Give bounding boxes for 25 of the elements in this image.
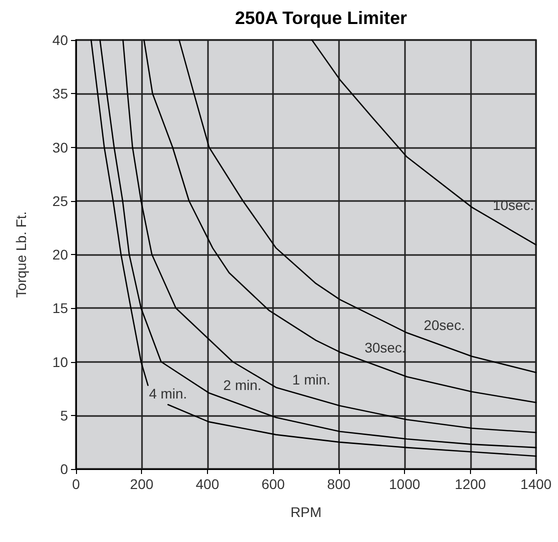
y-tick-label: 10	[52, 354, 68, 370]
x-axis-title: RPM	[290, 504, 322, 520]
x-tick-label: 0	[72, 476, 80, 492]
x-tick-label: 1400	[520, 476, 552, 492]
annotation: 4 min.	[148, 386, 188, 402]
y-tick-label: 15	[52, 300, 68, 316]
x-tick-label: 800	[327, 476, 351, 492]
y-tick-label: 20	[52, 246, 68, 262]
x-tick-label: 400	[196, 476, 220, 492]
annotation: 10sec.	[492, 196, 534, 213]
x-tick-label: 200	[130, 476, 154, 492]
y-tick-label: 30	[52, 139, 68, 156]
y-tick-label: 5	[60, 407, 68, 424]
x-tick-label: 1200	[454, 476, 486, 492]
x-tick-label: 600	[261, 476, 286, 492]
y-tick-label: 35	[52, 86, 68, 102]
y-tick-label: 0	[60, 461, 68, 477]
annotation: 1 min.	[292, 372, 330, 388]
chart-title: 250A Torque Limiter	[234, 8, 408, 28]
x-tick-label: 1000	[388, 476, 420, 492]
y-axis-title: Torque Lb. Ft.	[13, 211, 29, 298]
annotation: 20sec.	[424, 317, 465, 334]
annotation: 2 min.	[223, 377, 262, 394]
y-tick-label: 40	[52, 32, 68, 48]
y-tick-label: 25	[52, 192, 68, 209]
